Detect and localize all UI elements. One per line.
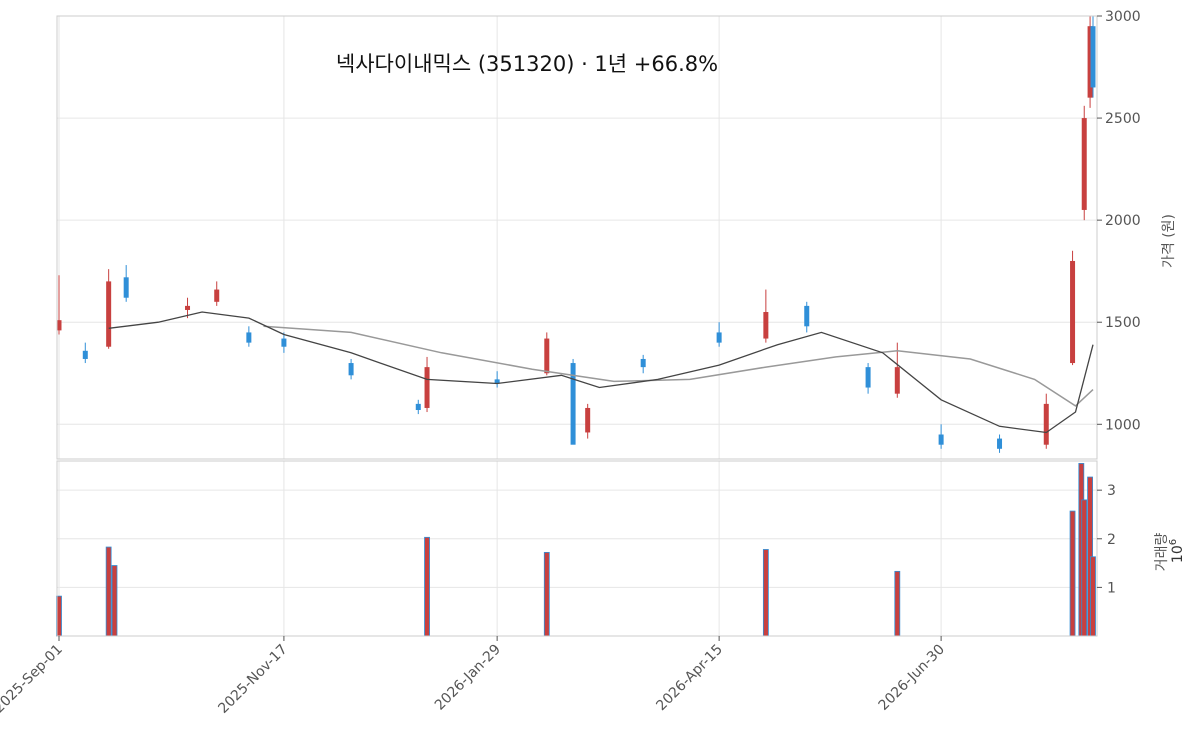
ticks-layer: 1000 1500 2000 2500 3000 1 2 3 2025-Sep-01 2025-N…	[0, 9, 1141, 717]
candle-body	[348, 363, 354, 376]
price-tick-label: 2500	[1105, 111, 1141, 127]
volume-bar	[424, 536, 430, 637]
candle-body	[804, 305, 810, 327]
price-tick-label: 1000	[1105, 417, 1141, 433]
candle-body	[640, 358, 646, 368]
candle-body	[1081, 118, 1087, 210]
candle-body	[1090, 26, 1096, 88]
x-tick-label: 2025-Nov-17	[215, 642, 290, 717]
volume-tick-label: 3	[1107, 483, 1116, 499]
volume-bar	[762, 549, 769, 637]
candle-body	[424, 367, 430, 408]
volume-axis-title: 거래량	[1154, 533, 1170, 572]
candle-body	[494, 379, 500, 384]
candle-body	[106, 281, 112, 347]
volume-bar	[894, 570, 901, 637]
candle-body	[997, 438, 1003, 449]
moving-average-layer	[108, 311, 1094, 434]
candle-body	[56, 320, 62, 331]
price-tick-label: 2000	[1105, 213, 1141, 229]
price-panel-frame	[56, 15, 1098, 460]
volume-bar	[1081, 499, 1088, 637]
volume-layer	[56, 463, 1096, 637]
volume-bar	[1090, 556, 1096, 637]
candle-body	[246, 332, 252, 343]
volume-bar	[1069, 510, 1076, 637]
x-tick-label: 2026-Jan-29	[432, 642, 504, 714]
candle-body	[214, 289, 220, 302]
candles-layer	[56, 16, 1096, 453]
moving-average-short	[108, 311, 1094, 434]
candle-body	[1070, 260, 1076, 364]
grid-layer	[57, 15, 1097, 636]
price-tick-label: 3000	[1105, 9, 1141, 25]
volume-tick-label: 1	[1107, 580, 1116, 596]
candle-body	[82, 350, 88, 359]
candle-body	[716, 332, 722, 343]
volume-bar	[111, 565, 118, 637]
frame-layer	[56, 15, 1098, 637]
candle-body	[544, 338, 550, 374]
volume-panel-frame	[56, 460, 1098, 637]
candle-body	[123, 277, 129, 298]
candle-body	[185, 305, 191, 310]
x-tick-label: 2025-Sep-01	[0, 642, 66, 717]
candle-body	[938, 434, 944, 445]
candle-body	[1043, 403, 1049, 445]
volume-unit-base: 10	[1170, 545, 1186, 563]
x-tick-label: 2026-Jun-30	[876, 642, 948, 714]
candle-body	[585, 407, 591, 433]
candle-body	[415, 403, 421, 411]
candle-body	[763, 312, 769, 339]
candle-body	[865, 367, 871, 388]
moving-average-long	[263, 325, 1094, 407]
candle-body	[281, 338, 287, 347]
candle-body	[570, 363, 576, 445]
candle-body	[894, 367, 900, 394]
volume-bar	[105, 546, 112, 637]
x-tick-label: 2026-Apr-15	[653, 642, 726, 715]
price-tick-label: 1500	[1105, 315, 1141, 331]
volume-unit-exponent: 6	[1168, 539, 1179, 545]
volume-bar	[543, 551, 550, 637]
chart-title: 넥사다이내믹스 (351320) · 1년 +66.8%	[336, 52, 718, 76]
volume-tick-label: 2	[1107, 532, 1116, 548]
candle-body	[1087, 26, 1093, 98]
price-axis-title: 가격 (원)	[1161, 214, 1177, 268]
volume-unit-label: 106	[1168, 539, 1186, 563]
